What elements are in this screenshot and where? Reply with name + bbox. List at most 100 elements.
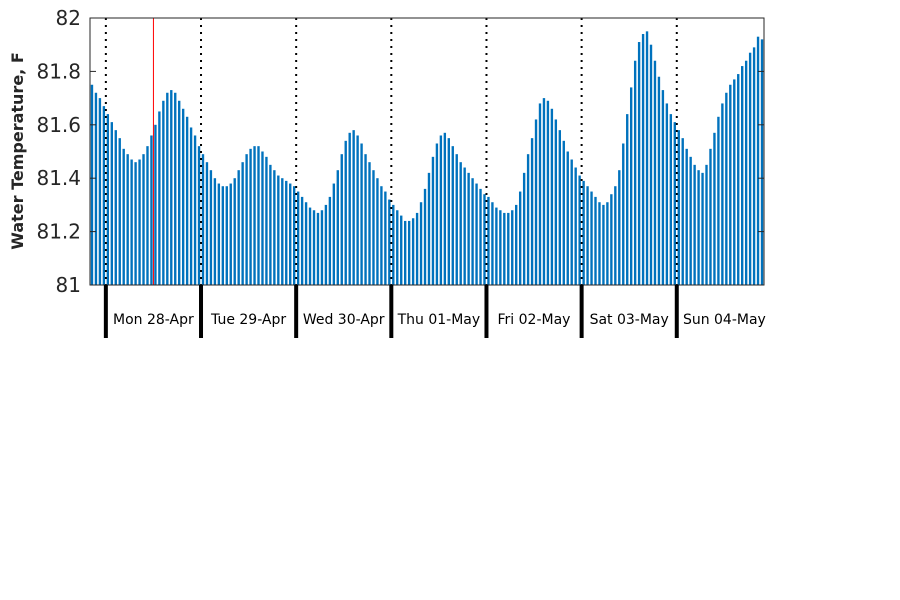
bar <box>582 180 585 285</box>
bar <box>518 191 522 285</box>
bar <box>233 178 236 285</box>
bar <box>170 90 173 285</box>
bar <box>637 42 641 285</box>
bar <box>94 92 98 285</box>
bar <box>752 47 756 286</box>
bar <box>312 210 316 285</box>
bar <box>522 172 526 285</box>
bar <box>269 164 272 285</box>
bar <box>181 108 185 285</box>
bar <box>717 116 720 285</box>
bar <box>281 178 284 285</box>
day-label: Sun 04-May <box>683 312 766 328</box>
bar <box>713 132 716 285</box>
bar <box>245 154 248 285</box>
bar <box>629 87 633 285</box>
bar <box>134 162 137 285</box>
bar <box>392 204 395 285</box>
bar <box>538 103 542 285</box>
bar <box>463 167 466 285</box>
bar <box>344 140 347 285</box>
bar <box>594 196 597 285</box>
bar <box>221 186 225 285</box>
bar <box>106 114 110 286</box>
bar <box>602 204 605 285</box>
bar <box>439 135 443 285</box>
bar <box>633 60 637 285</box>
bar <box>471 178 474 285</box>
bar <box>277 175 280 285</box>
bar <box>388 199 391 285</box>
bar <box>499 210 502 285</box>
bar <box>241 162 244 285</box>
bar <box>273 170 276 285</box>
day-label: Mon 28-Apr <box>113 312 194 328</box>
midnight-gridlines <box>104 18 678 285</box>
day-label: Tue 29-Apr <box>210 312 286 328</box>
bar <box>554 119 558 286</box>
y-tick-label: 81.6 <box>36 113 81 137</box>
bar <box>90 84 94 285</box>
bar <box>737 74 740 285</box>
bar <box>669 114 673 286</box>
bar <box>102 106 106 285</box>
bar <box>411 218 415 285</box>
bar <box>146 146 149 285</box>
y-tick-label: 81.4 <box>36 166 81 190</box>
bar <box>515 204 518 285</box>
bar <box>677 130 680 285</box>
bar <box>756 36 760 285</box>
bar <box>376 178 379 285</box>
bar <box>162 100 165 286</box>
bar <box>289 183 292 285</box>
bar <box>574 167 577 285</box>
bar <box>300 196 304 285</box>
bar <box>407 220 411 285</box>
bar <box>748 52 752 286</box>
bar <box>320 210 324 285</box>
bar <box>423 188 427 285</box>
bar <box>138 159 141 285</box>
bar <box>324 204 328 285</box>
day-label: Thu 01-May <box>397 312 481 328</box>
bar <box>360 143 363 285</box>
bar <box>665 103 669 285</box>
bar <box>400 215 403 285</box>
bar <box>257 146 260 285</box>
bar <box>158 111 161 285</box>
bar <box>201 154 205 285</box>
plot-frame <box>89 17 765 286</box>
bar <box>237 170 240 285</box>
bar <box>657 76 661 286</box>
bar <box>721 103 724 285</box>
bar <box>701 172 704 285</box>
bar <box>455 154 458 285</box>
bar <box>189 127 193 285</box>
bar <box>213 178 217 285</box>
bar <box>130 159 133 285</box>
bar <box>697 170 700 285</box>
bar <box>562 140 565 285</box>
bar <box>197 146 201 285</box>
bar <box>709 148 712 285</box>
bar <box>205 162 209 285</box>
bar <box>308 207 312 285</box>
bar <box>475 183 478 285</box>
bar <box>154 124 157 285</box>
bar <box>404 220 407 285</box>
bar <box>689 156 692 285</box>
bar <box>419 202 423 285</box>
bar <box>685 148 688 285</box>
bar <box>249 148 252 285</box>
bar <box>649 44 653 286</box>
bar <box>542 98 546 285</box>
bar <box>606 202 609 285</box>
bar <box>265 156 268 285</box>
bar <box>487 196 490 285</box>
bar <box>427 172 431 285</box>
bar <box>495 207 498 285</box>
bar <box>673 122 676 285</box>
bar <box>618 170 621 285</box>
bar <box>693 164 696 285</box>
bar <box>558 130 562 285</box>
